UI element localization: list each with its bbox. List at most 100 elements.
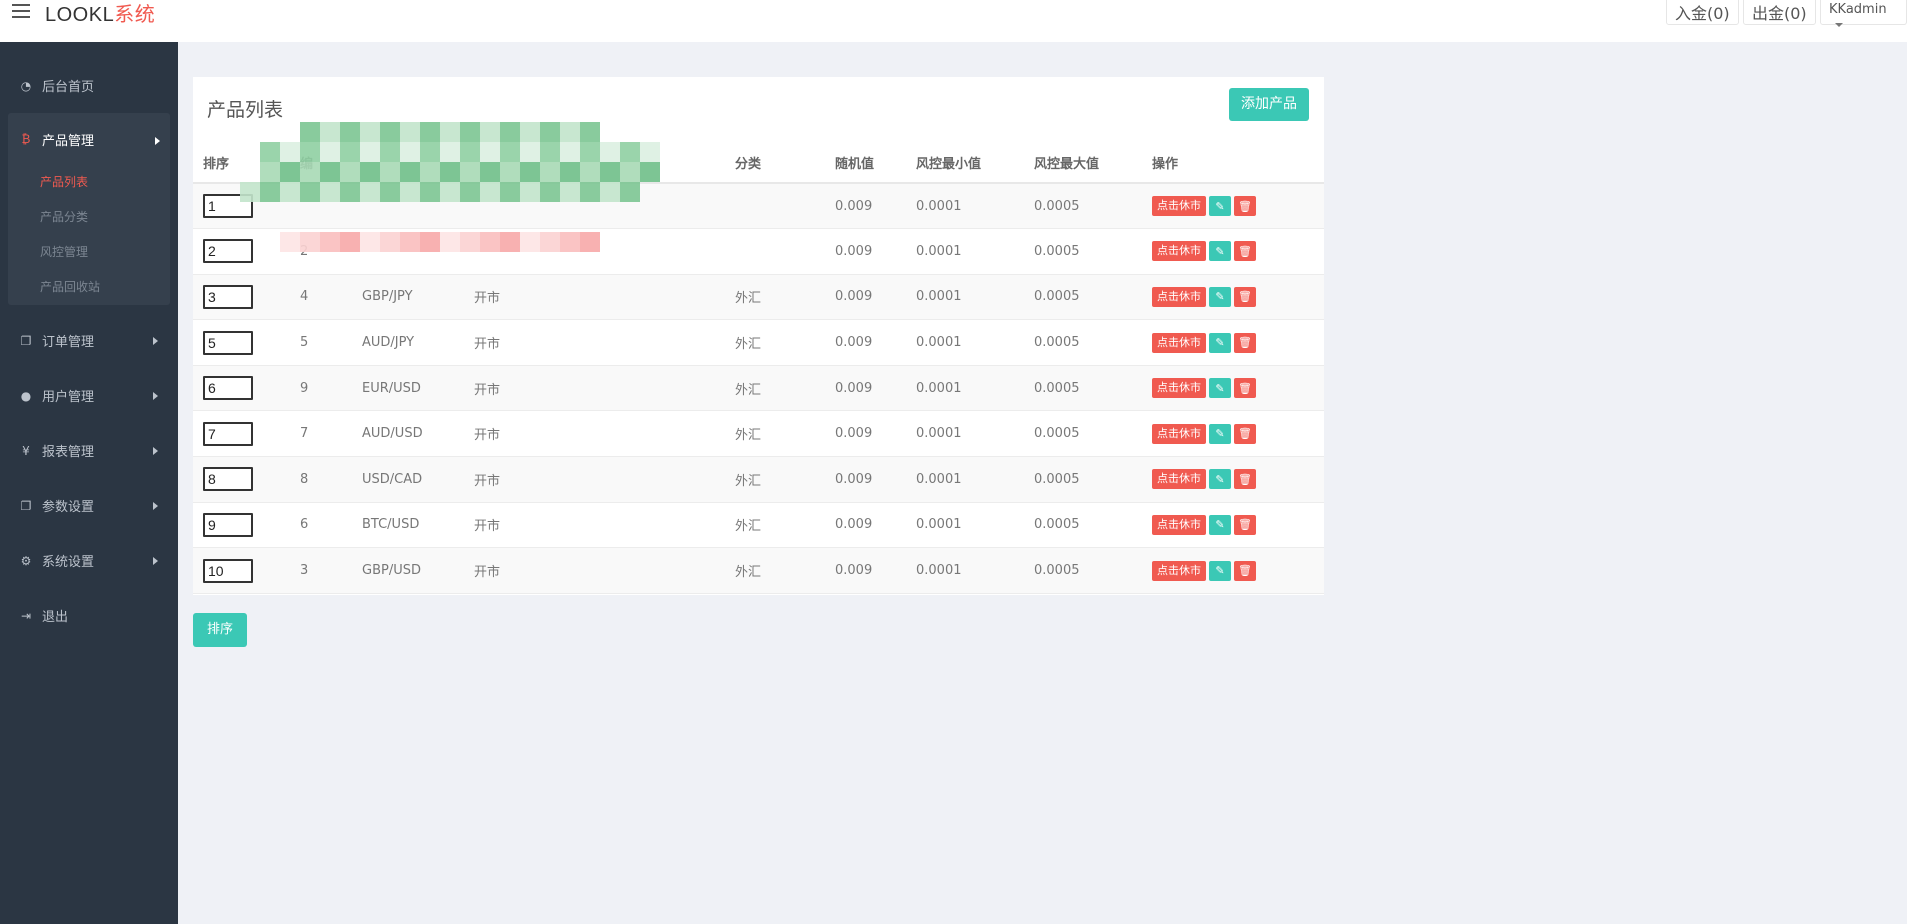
delete-button[interactable]: 🗑 (1234, 560, 1256, 581)
pencil-icon: ✎ (1215, 564, 1225, 578)
sidebar-subitem-recycle-bin[interactable]: 产品回收站 (40, 280, 101, 294)
sort-order-input[interactable] (203, 421, 253, 446)
edit-button[interactable]: ✎ (1209, 332, 1231, 353)
add-product-button[interactable]: 添加产品 (1229, 88, 1309, 121)
random-cell: 0.009 (825, 502, 906, 549)
edit-button[interactable]: ✎ (1209, 423, 1231, 444)
sidebar-item-reports[interactable]: ¥ 报表管理 (0, 423, 178, 478)
close-market-button[interactable]: 点击休市 (1152, 560, 1206, 581)
close-market-button[interactable]: 点击休市 (1152, 286, 1206, 307)
sidebar-item-dashboard[interactable]: ◔ 后台首页 (0, 58, 178, 113)
sidebar-item-logout[interactable]: ⇥ 退出 (0, 588, 178, 643)
risk-min-cell: 0.0001 (906, 228, 1024, 275)
close-market-button[interactable]: 点击休市 (1152, 378, 1206, 399)
sidebar-item-label: 订单管理 (42, 335, 95, 350)
risk-max-cell: 0.0005 (1024, 319, 1142, 366)
sort-cell (193, 547, 290, 594)
copy-icon: ❐ (20, 333, 32, 348)
sort-order-input[interactable] (203, 239, 253, 264)
close-market-button[interactable]: 点击休市 (1152, 332, 1206, 353)
risk-max-cell: 0.0005 (1024, 456, 1142, 503)
sidebar-item-system[interactable]: ⚙ 系统设置 (0, 533, 178, 588)
category-cell: 外汇 (725, 456, 825, 503)
column-header-name (352, 143, 464, 184)
sidebar-subitem-risk-control[interactable]: 风控管理 (40, 245, 89, 259)
trash-icon: 🗑 (1238, 199, 1252, 213)
sort-cell (193, 228, 290, 275)
name-cell (352, 183, 464, 230)
risk-max-cell: 0.0005 (1024, 547, 1142, 594)
edit-button[interactable]: ✎ (1209, 241, 1231, 262)
risk-max-cell: 0.0005 (1024, 365, 1142, 412)
edit-button[interactable]: ✎ (1209, 196, 1231, 217)
risk-min-cell: 0.0001 (906, 365, 1024, 412)
edit-button[interactable]: ✎ (1209, 514, 1231, 535)
sort-order-input[interactable] (203, 512, 253, 537)
sort-order-input[interactable] (203, 376, 253, 401)
sort-order-input[interactable] (203, 558, 253, 583)
sort-order-input[interactable] (203, 330, 253, 355)
category-cell (725, 228, 825, 275)
sort-submit-button[interactable]: 排序 (193, 613, 247, 647)
delete-button[interactable]: 🗑 (1234, 196, 1256, 217)
trash-icon: 🗑 (1238, 564, 1252, 578)
risk-max-cell: 0.0005 (1024, 410, 1142, 458)
caret-down-icon (1835, 22, 1843, 27)
category-cell: 外汇 (725, 319, 825, 366)
category-cell: 外汇 (725, 274, 825, 321)
close-market-button[interactable]: 点击休市 (1152, 241, 1206, 262)
edit-button[interactable]: ✎ (1209, 286, 1231, 307)
column-header-sort: 排序 (193, 143, 290, 184)
sidebar-group-products: ₿ 产品管理 产品列表 产品分类 风控管理 产品回收站 (8, 113, 170, 305)
copy-icon: ❐ (20, 498, 32, 513)
sidebar-item-label: 后台首页 (42, 80, 95, 95)
id-cell: 3 (290, 547, 352, 594)
status-cell: 开市 (464, 547, 725, 594)
signout-icon: ⇥ (20, 608, 32, 623)
sidebar-item-users[interactable]: ● 用户管理 (0, 368, 178, 423)
sort-order-input[interactable] (203, 284, 253, 309)
random-cell: 0.009 (825, 365, 906, 412)
sort-order-input[interactable] (203, 194, 253, 219)
delete-button[interactable]: 🗑 (1234, 241, 1256, 262)
product-list-card: 产品列表 添加产品 排序 编 分类 随机值 风控最小值 风控最大值 操作 0.0… (193, 77, 1324, 595)
edit-button[interactable]: ✎ (1209, 560, 1231, 581)
brand-logo[interactable]: LOOKL系统 (45, 4, 156, 26)
close-market-button[interactable]: 点击休市 (1152, 514, 1206, 535)
close-market-button[interactable]: 点击休市 (1152, 469, 1206, 490)
delete-button[interactable]: 🗑 (1234, 469, 1256, 490)
pencil-icon: ✎ (1215, 336, 1225, 350)
close-market-button[interactable]: 点击休市 (1152, 423, 1206, 444)
user-menu-button[interactable]: KKadmin (1820, 0, 1907, 27)
id-cell: 2 (290, 228, 352, 275)
withdraw-button[interactable]: 出金(0) (1743, 0, 1816, 25)
sidebar-subitem-product-category[interactable]: 产品分类 (40, 210, 89, 224)
sidebar-item-label: 系统设置 (42, 555, 95, 570)
pencil-icon: ✎ (1215, 518, 1225, 532)
id-cell (290, 183, 352, 230)
sidebar-item-label: 报表管理 (42, 445, 95, 460)
name-cell: BTC/USD (352, 502, 464, 549)
column-header-random: 随机值 (825, 143, 906, 184)
delete-button[interactable]: 🗑 (1234, 378, 1256, 399)
sidebar-item-orders[interactable]: ❐ 订单管理 (0, 313, 178, 368)
sort-cell (193, 183, 290, 230)
deposit-button[interactable]: 入金(0) (1666, 0, 1739, 25)
delete-button[interactable]: 🗑 (1234, 286, 1256, 307)
sidebar-item-params[interactable]: ❐ 参数设置 (0, 478, 178, 533)
delete-button[interactable]: 🗑 (1234, 332, 1256, 353)
sidebar-item-products[interactable]: ₿ 产品管理 (8, 113, 170, 165)
name-cell: AUD/JPY (352, 319, 464, 366)
edit-button[interactable]: ✎ (1209, 378, 1231, 399)
delete-button[interactable]: 🗑 (1234, 423, 1256, 444)
delete-button[interactable]: 🗑 (1234, 514, 1256, 535)
actions-cell: 点击休市 ✎ 🗑 (1142, 319, 1324, 366)
edit-button[interactable]: ✎ (1209, 469, 1231, 490)
close-market-button[interactable]: 点击休市 (1152, 196, 1206, 217)
sidebar-subitem-product-list[interactable]: 产品列表 (40, 175, 89, 189)
menu-toggle-icon[interactable] (12, 4, 30, 20)
category-cell: 外汇 (725, 365, 825, 412)
sort-order-input[interactable] (203, 467, 253, 492)
